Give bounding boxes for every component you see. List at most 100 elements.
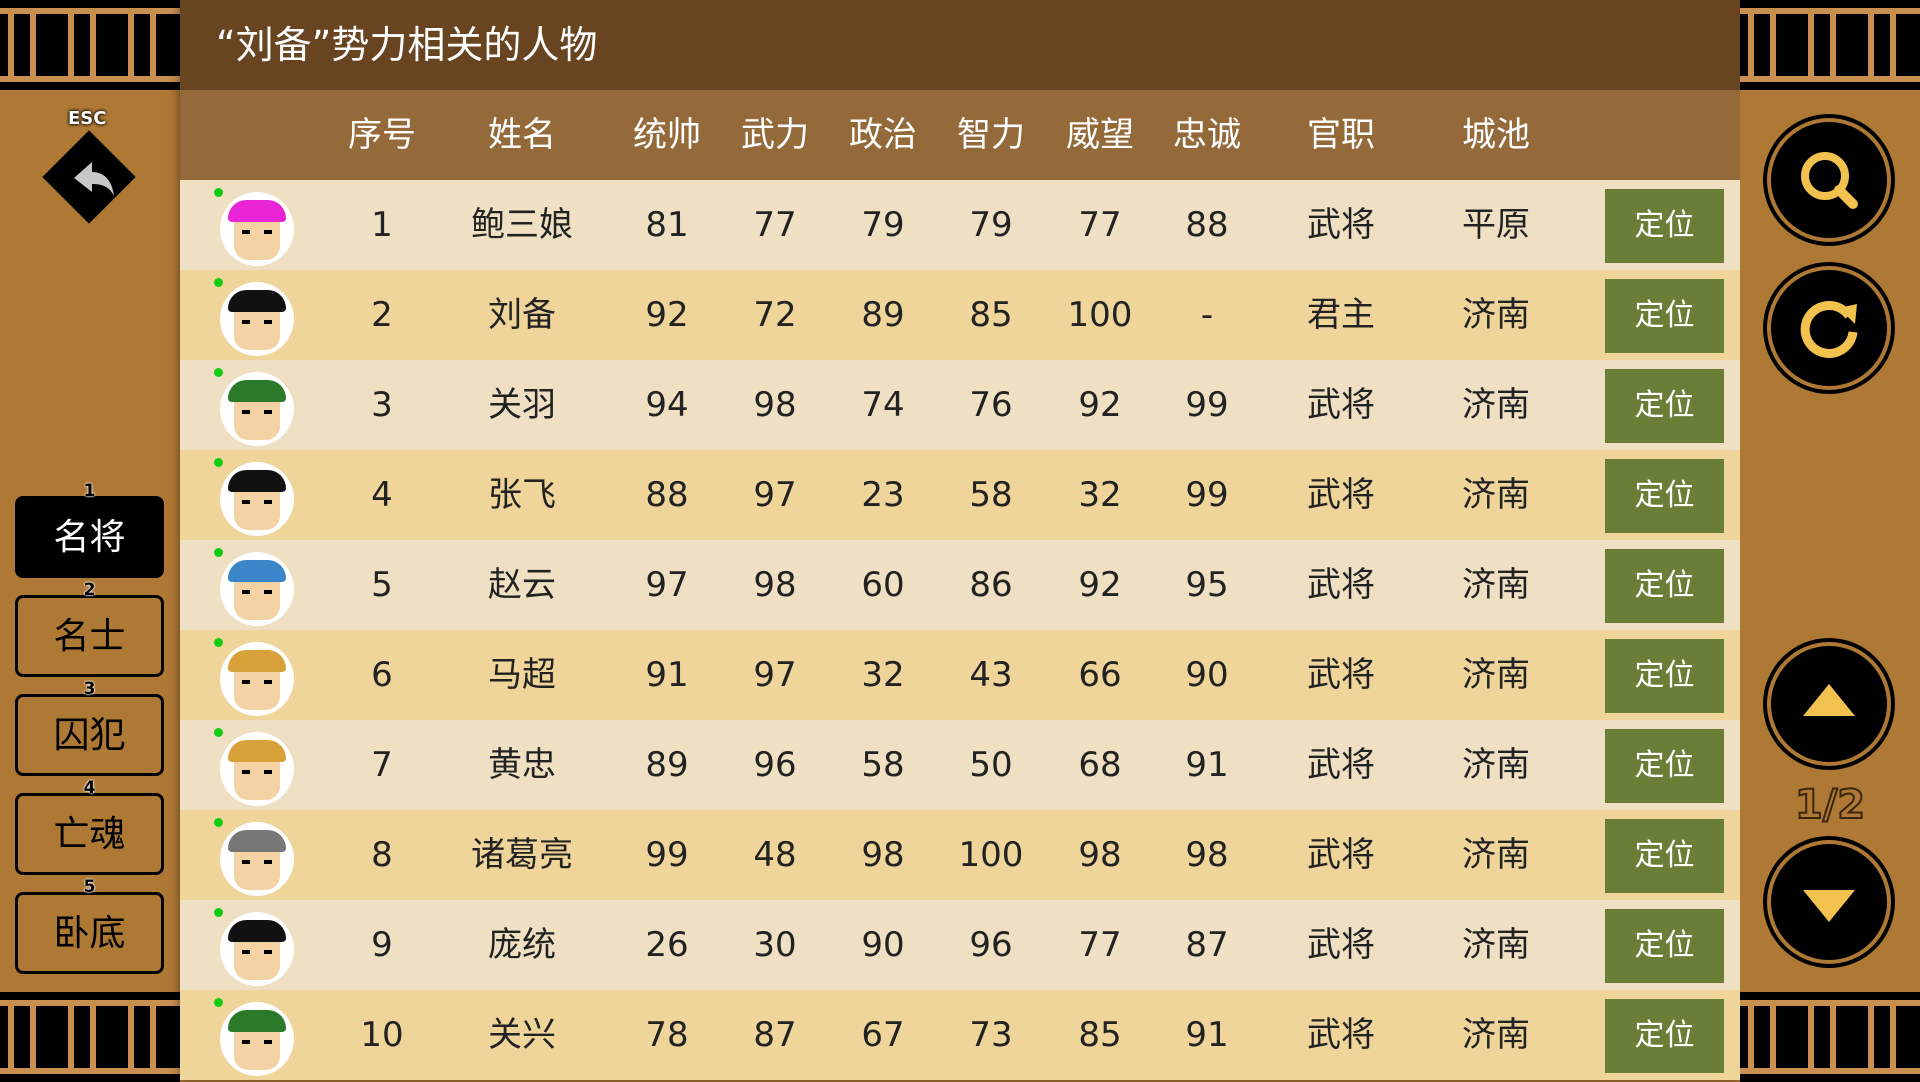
locate-button[interactable]: 定位 <box>1605 639 1724 713</box>
greek-key-border <box>0 992 180 1082</box>
cell-loyalty: - <box>1200 295 1214 335</box>
column-header-force[interactable]: 武力 <box>741 115 809 155</box>
tab-2[interactable]: 2 名士 <box>15 580 164 677</box>
table-row[interactable]: 4 张飞 88 97 23 58 32 99 武将 济南 定位 <box>180 450 1740 540</box>
online-indicator <box>214 818 223 827</box>
cell-prestige: 92 <box>1078 385 1122 425</box>
page-down-button[interactable] <box>1771 844 1887 960</box>
tab-label: 名将 <box>53 517 126 558</box>
cell-force: 96 <box>753 745 797 785</box>
cell-index: 5 <box>371 565 393 605</box>
column-header-office[interactable]: 官职 <box>1307 115 1375 155</box>
cell-command: 97 <box>645 565 689 605</box>
avatar <box>220 912 294 986</box>
cell-politics: 60 <box>861 565 905 605</box>
cell-intellect: 79 <box>969 205 1013 245</box>
tab-shortcut: 4 <box>83 778 96 798</box>
table-row[interactable]: 7 黄忠 89 96 58 50 68 91 武将 济南 定位 <box>180 720 1740 810</box>
table-row[interactable]: 5 赵云 97 98 60 86 92 95 武将 济南 定位 <box>180 540 1740 630</box>
column-header-command[interactable]: 统帅 <box>633 115 701 155</box>
cell-intellect: 100 <box>958 835 1024 875</box>
locate-button[interactable]: 定位 <box>1605 459 1724 533</box>
cell-force: 48 <box>753 835 797 875</box>
page-indicator: 1/2 <box>1794 781 1866 829</box>
locate-button[interactable]: 定位 <box>1605 819 1724 893</box>
column-header-prestige[interactable]: 威望 <box>1066 115 1134 155</box>
cell-office: 武将 <box>1307 925 1375 965</box>
cell-prestige: 32 <box>1078 475 1122 515</box>
cell-name: 关兴 <box>488 1015 556 1055</box>
page-up-button[interactable] <box>1771 646 1887 762</box>
tab-shortcut: 5 <box>83 877 96 897</box>
cell-index: 7 <box>371 745 393 785</box>
cell-force: 87 <box>753 1015 797 1055</box>
refresh-icon <box>1800 300 1858 358</box>
cell-command: 89 <box>645 745 689 785</box>
column-header-city[interactable]: 城池 <box>1462 115 1530 155</box>
table-row[interactable]: 2 刘备 92 72 89 85 100 - 君主 济南 定位 <box>180 270 1740 360</box>
locate-button[interactable]: 定位 <box>1605 189 1724 263</box>
cell-index: 2 <box>371 295 393 335</box>
locate-button[interactable]: 定位 <box>1605 369 1724 443</box>
triangle-down-icon <box>1803 890 1855 922</box>
table-row[interactable]: 1 鲍三娘 81 77 79 79 77 88 武将 平原 定位 <box>180 180 1740 270</box>
greek-key-border <box>1740 992 1920 1082</box>
tab-label: 亡魂 <box>53 814 126 855</box>
column-header-intellect[interactable]: 智力 <box>957 115 1025 155</box>
left-panel: ESC 1 名将 2 名士 3 囚犯 4 亡魂 5 卧底 <box>0 0 180 1082</box>
table-row[interactable]: 9 庞统 26 30 90 96 77 87 武将 济南 定位 <box>180 900 1740 990</box>
online-indicator <box>214 728 223 737</box>
back-button[interactable] <box>34 122 144 232</box>
locate-button[interactable]: 定位 <box>1605 729 1724 803</box>
tab-4[interactable]: 4 亡魂 <box>15 778 164 875</box>
locate-button[interactable]: 定位 <box>1605 909 1724 983</box>
table-row[interactable]: 8 诸葛亮 99 48 98 100 98 98 武将 济南 定位 <box>180 810 1740 900</box>
table-row[interactable]: 6 马超 91 97 32 43 66 90 武将 济南 定位 <box>180 630 1740 720</box>
cell-command: 26 <box>645 925 689 965</box>
cell-office: 武将 <box>1307 655 1375 695</box>
cell-prestige: 77 <box>1078 925 1122 965</box>
cell-index: 3 <box>371 385 393 425</box>
character-list-panel: “刘备”势力相关的人物 序号 姓名 统帅 武力 政治 智力 威望 忠诚 官职 城池 1 鲍三娘 81 7… <box>180 0 1740 1080</box>
cell-name: 鲍三娘 <box>471 205 573 245</box>
cell-command: 78 <box>645 1015 689 1055</box>
online-indicator <box>214 278 223 287</box>
cell-city: 济南 <box>1462 745 1530 785</box>
tab-label: 卧底 <box>53 913 126 954</box>
cell-name: 诸葛亮 <box>471 835 573 875</box>
cell-city: 济南 <box>1462 385 1530 425</box>
column-header-loyalty[interactable]: 忠诚 <box>1173 115 1241 155</box>
tab-shortcut: 3 <box>83 679 96 699</box>
column-header-politics[interactable]: 政治 <box>849 115 917 155</box>
online-indicator <box>214 368 223 377</box>
cell-city: 平原 <box>1462 205 1530 245</box>
column-header-name[interactable]: 姓名 <box>488 115 556 155</box>
cell-loyalty: 99 <box>1185 385 1229 425</box>
tab-1[interactable]: 1 名将 <box>15 481 164 578</box>
cell-city: 济南 <box>1462 475 1530 515</box>
search-icon <box>1801 152 1858 209</box>
cell-name: 刘备 <box>488 295 556 335</box>
locate-button[interactable]: 定位 <box>1605 549 1724 623</box>
search-button[interactable] <box>1771 122 1887 238</box>
table-row[interactable]: 10 关兴 78 87 67 73 85 91 武将 济南 定位 <box>180 990 1740 1080</box>
tab-label: 名士 <box>53 616 126 657</box>
cell-loyalty: 98 <box>1185 835 1229 875</box>
online-indicator <box>214 998 223 1007</box>
table-row[interactable]: 3 关羽 94 98 74 76 92 99 武将 济南 定位 <box>180 360 1740 450</box>
cell-loyalty: 91 <box>1185 745 1229 785</box>
cell-loyalty: 88 <box>1185 205 1229 245</box>
column-header-index[interactable]: 序号 <box>348 115 416 155</box>
tab-3[interactable]: 3 囚犯 <box>15 679 164 776</box>
tab-shortcut: 2 <box>83 580 96 600</box>
locate-button[interactable]: 定位 <box>1605 999 1724 1073</box>
cell-name: 马超 <box>488 655 556 695</box>
locate-button[interactable]: 定位 <box>1605 279 1724 353</box>
cell-force: 72 <box>753 295 797 335</box>
refresh-button[interactable] <box>1771 270 1887 386</box>
cell-force: 30 <box>753 925 797 965</box>
cell-prestige: 92 <box>1078 565 1122 605</box>
cell-force: 98 <box>753 385 797 425</box>
cell-office: 君主 <box>1307 295 1375 335</box>
tab-5[interactable]: 5 卧底 <box>15 877 164 974</box>
